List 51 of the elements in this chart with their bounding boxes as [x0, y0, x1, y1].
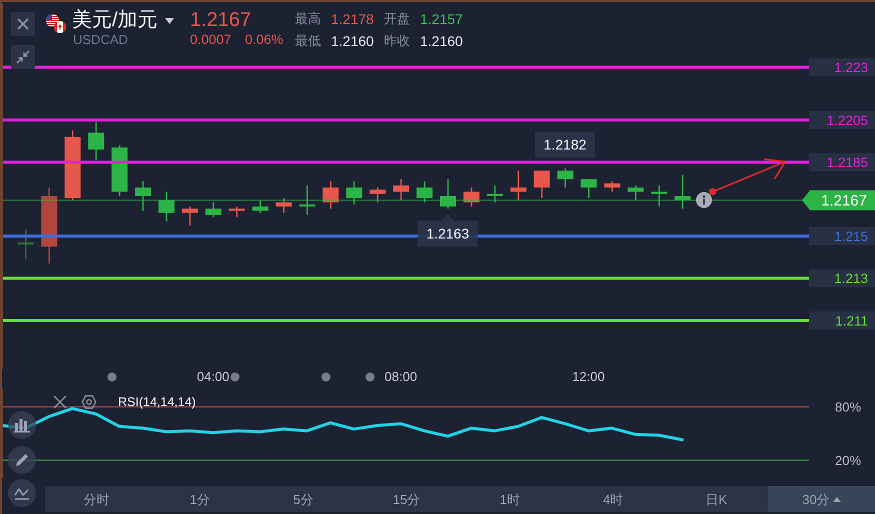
candlestick — [510, 170, 526, 201]
candlestick — [604, 180, 620, 192]
ref-line-label: 1.223 — [834, 60, 868, 76]
text: RSI(14,14,14) — [118, 395, 196, 409]
candlestick — [534, 170, 550, 199]
annotation: 1.2167 — [190, 9, 252, 31]
annotation: 1.2178 — [331, 11, 374, 27]
candlestick — [276, 197, 292, 214]
line-series — [2, 407, 684, 442]
y-tick-label: 80% — [835, 399, 862, 414]
annotation: 1.2160 — [420, 33, 463, 49]
candlestick — [322, 180, 339, 210]
annotation: 1.2157 — [420, 11, 463, 27]
x-tick-label: 04:00 — [196, 369, 230, 384]
text: 分时 — [84, 492, 110, 506]
text: USDCAD — [73, 32, 128, 47]
x-tick-label: 12:00 — [572, 369, 605, 384]
text: 1分 — [190, 492, 210, 506]
text: 日K — [706, 492, 728, 506]
ref-line-label: 1.2205 — [826, 112, 868, 128]
ref-line-label: 1.215 — [834, 228, 868, 244]
text: 15分 — [392, 492, 420, 506]
ref-line-label: 1.213 — [834, 271, 868, 286]
annotation: 0.0007 — [190, 32, 232, 47]
x-tick-label: 08:00 — [384, 369, 418, 384]
text: 5分 — [293, 492, 314, 506]
y-tick-label: 20% — [835, 452, 862, 468]
candlestick — [370, 186, 386, 204]
candlestick — [182, 206, 198, 226]
annotation: 开盘 — [384, 11, 410, 26]
annotation: 0.06% — [245, 32, 284, 47]
text: 1时 — [500, 492, 520, 506]
text: 4时 — [602, 492, 624, 506]
annotation: 1.2182 — [544, 136, 587, 153]
candlestick — [557, 168, 574, 188]
ref-line-label: 1.2185 — [826, 155, 868, 170]
annotation: 昨收 — [384, 33, 410, 48]
annotation: 1.2160 — [331, 33, 374, 49]
ref-line-label: 1.211 — [835, 313, 868, 328]
annotation: 最高 — [295, 11, 321, 26]
candlestick — [463, 186, 480, 208]
candlestick — [88, 121, 104, 161]
annotation: 最低 — [295, 33, 321, 48]
candlestick — [205, 202, 222, 218]
ref-line-label: 1.2167 — [821, 192, 867, 210]
text: 30分 — [802, 492, 830, 506]
chart-title: 美元/加元 — [72, 9, 158, 31]
candlestick — [18, 229, 34, 260]
annotation: 1.2163 — [426, 226, 470, 242]
candlestick — [228, 206, 245, 218]
candlestick — [393, 178, 410, 201]
